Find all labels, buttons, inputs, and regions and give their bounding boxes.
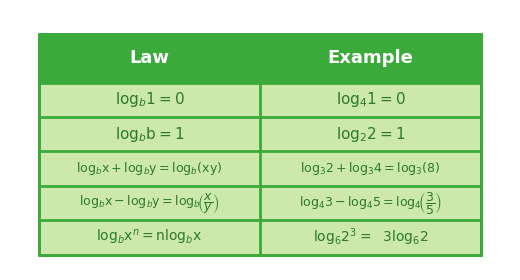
Bar: [39, 34, 260, 83]
Text: $\mathrm{log}_b\mathrm{1 = 0}$: $\mathrm{log}_b\mathrm{1 = 0}$: [115, 90, 184, 109]
Bar: [39, 34, 481, 255]
Text: Law: Law: [129, 49, 170, 67]
Text: $\mathrm{log}_6\mathrm{2}^3\mathrm{=\ \ 3log}_6\mathrm{2}$: $\mathrm{log}_6\mathrm{2}^3\mathrm{=\ \ …: [313, 227, 428, 248]
Text: $\mathrm{log}_2\mathrm{2 = 1}$: $\mathrm{log}_2\mathrm{2 = 1}$: [336, 125, 405, 144]
Text: $\mathrm{log}_b\mathrm{b = 1}$: $\mathrm{log}_b\mathrm{b = 1}$: [115, 125, 184, 144]
Text: $\mathrm{log}_4\mathrm{3 - log}_4\mathrm{5 = log}_4\!\left(\dfrac{3}{5}\right)$: $\mathrm{log}_4\mathrm{3 - log}_4\mathrm…: [299, 190, 442, 216]
Text: $\mathrm{log}_b\mathrm{x}^n\mathrm{= nlog}_b\mathrm{x}$: $\mathrm{log}_b\mathrm{x}^n\mathrm{= nlo…: [96, 228, 203, 247]
Text: $\mathrm{log}_b\mathrm{x + log}_b\mathrm{y = log}_b\mathrm{(xy)}$: $\mathrm{log}_b\mathrm{x + log}_b\mathrm…: [76, 160, 223, 177]
Bar: [39, 34, 481, 255]
Text: Example: Example: [328, 49, 413, 67]
Text: $\mathrm{log}_b\mathrm{x - log}_b\mathrm{y = log}_b\!\left(\dfrac{x}{y}\right)$: $\mathrm{log}_b\mathrm{x - log}_b\mathrm…: [79, 191, 220, 216]
Text: $\mathrm{log}_4\mathrm{1 = 0}$: $\mathrm{log}_4\mathrm{1 = 0}$: [335, 90, 406, 109]
Text: $\mathrm{log}_3\mathrm{2 + log}_3\mathrm{4 = log}_3\mathrm{(8)}$: $\mathrm{log}_3\mathrm{2 + log}_3\mathrm…: [300, 160, 441, 177]
Bar: [260, 34, 481, 83]
